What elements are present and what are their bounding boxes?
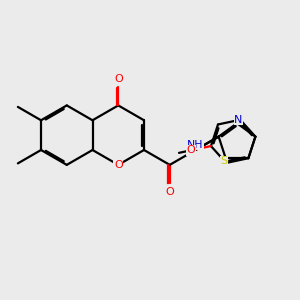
Text: NH: NH: [187, 140, 204, 150]
Text: O: O: [186, 146, 195, 155]
Text: O: O: [114, 160, 123, 170]
Text: S: S: [220, 156, 228, 166]
Text: O: O: [114, 74, 123, 84]
Text: O: O: [165, 187, 174, 196]
Text: N: N: [234, 115, 243, 125]
